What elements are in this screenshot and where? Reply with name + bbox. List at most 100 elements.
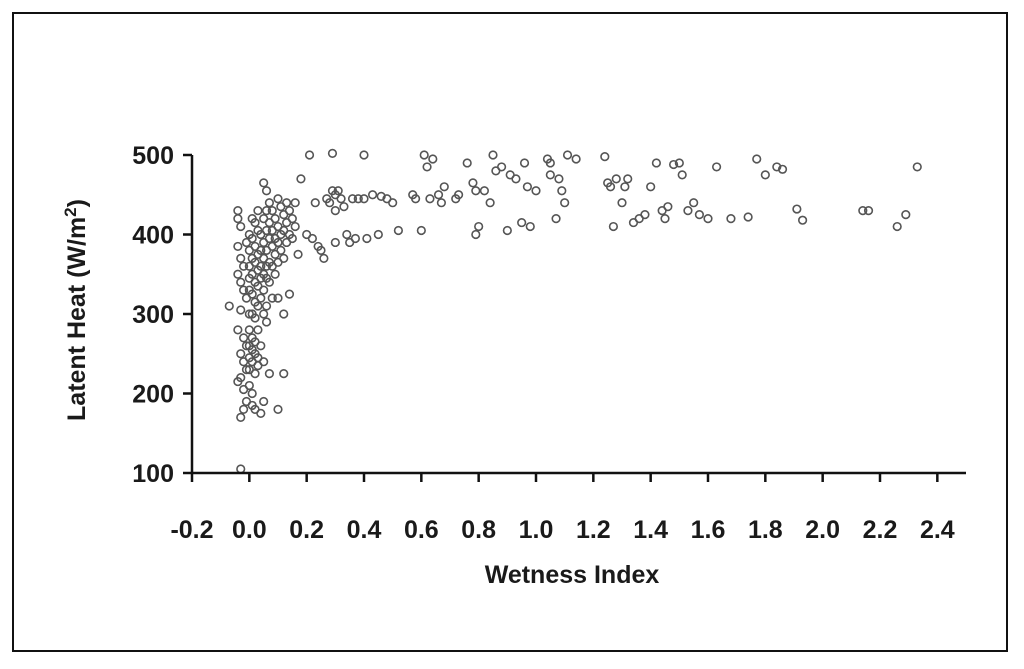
data-point [471,229,481,240]
x-tick-label: -0.2 [170,516,213,544]
x-axis-title: Wetness Index [485,561,660,589]
data-point [284,206,295,216]
data-point [224,301,234,311]
data-point [333,186,343,196]
data-point [858,206,868,216]
data-point [233,269,243,279]
data-point [683,206,693,216]
data-point [608,221,619,232]
x-tick-label: 2.4 [920,516,955,544]
data-point [327,148,338,159]
data-point [393,225,404,236]
data-point [261,225,272,236]
x-tick-label: 0.6 [404,516,439,544]
data-point [436,198,447,208]
data-point [462,158,472,168]
data-point [497,162,507,172]
data-point [244,380,254,391]
data-point [330,206,340,216]
data-point [772,162,782,172]
data-point [479,186,490,196]
data-point [259,357,269,367]
data-point [600,151,610,162]
data-point [660,214,670,224]
data-point [519,158,530,168]
data-point [912,162,922,172]
data-point [270,269,280,279]
data-point [468,178,478,188]
figure-frame [12,12,1008,652]
data-point [261,317,272,327]
data-point [253,206,263,216]
data-point [517,217,527,228]
data-point [760,170,770,180]
data-point [663,202,673,212]
data-point [901,210,911,220]
data-point [339,202,349,212]
data-point [677,170,687,180]
data-point [792,204,802,214]
data-point [273,194,283,204]
data-point [261,301,272,311]
data-point [863,206,874,216]
x-tick-label: 1.0 [519,516,554,544]
data-point [422,162,432,172]
data-point [428,154,438,164]
data-point [439,182,449,192]
data-point [310,198,320,208]
data-point [353,194,363,204]
y-axis-title-superscript: 2 [61,207,80,216]
data-point [694,210,705,220]
data-point [797,215,808,225]
y-tick-label: 400 [132,222,174,250]
data-point [471,186,481,196]
x-tick-label: 2.0 [805,516,840,544]
data-point [250,217,260,228]
data-point [522,182,533,192]
data-point [261,186,272,196]
data-point [488,150,498,160]
x-ticks: -0.2 0.0 0.2 0.4 0.6 0.8 1.0 1.2 1.4 1.6 1.8 2.0 2.2… [170,473,955,544]
data-point [236,277,246,287]
data-point [525,221,535,232]
data-point [319,253,329,263]
data-point [416,225,426,236]
data-point [236,221,246,232]
data-point [560,198,570,208]
data-point [236,464,246,474]
data-point [307,233,318,244]
data-point [273,404,283,415]
data-point [287,233,297,244]
data-point [474,221,484,232]
x-tick-label: 1.6 [691,516,726,544]
data-point [359,150,369,160]
data-point [256,261,266,271]
data-point [368,190,378,200]
data-point [270,214,280,224]
data-point [273,237,283,248]
x-tick-label: 2.2 [863,516,898,544]
y-axis-title-close: ) [63,199,91,207]
data-point [276,245,286,255]
data-point [282,198,292,208]
data-point [411,194,421,204]
data-point [373,229,383,240]
data-point [250,313,260,323]
data-point [362,233,372,244]
data-point [287,214,297,224]
data-point [290,198,300,208]
data-point [264,369,275,379]
data-point [617,198,627,208]
data-point [511,174,521,184]
data-point [623,174,633,184]
data-point [359,194,369,204]
data-point [256,408,266,418]
x-tick-label: 0.4 [347,516,382,544]
data-point [267,293,277,303]
x-tick-label: 0.8 [461,516,496,544]
data-point [233,241,243,252]
data-point [244,325,254,335]
y-tick-label: 100 [132,460,174,488]
data-point [290,221,300,232]
data-point [284,289,295,299]
